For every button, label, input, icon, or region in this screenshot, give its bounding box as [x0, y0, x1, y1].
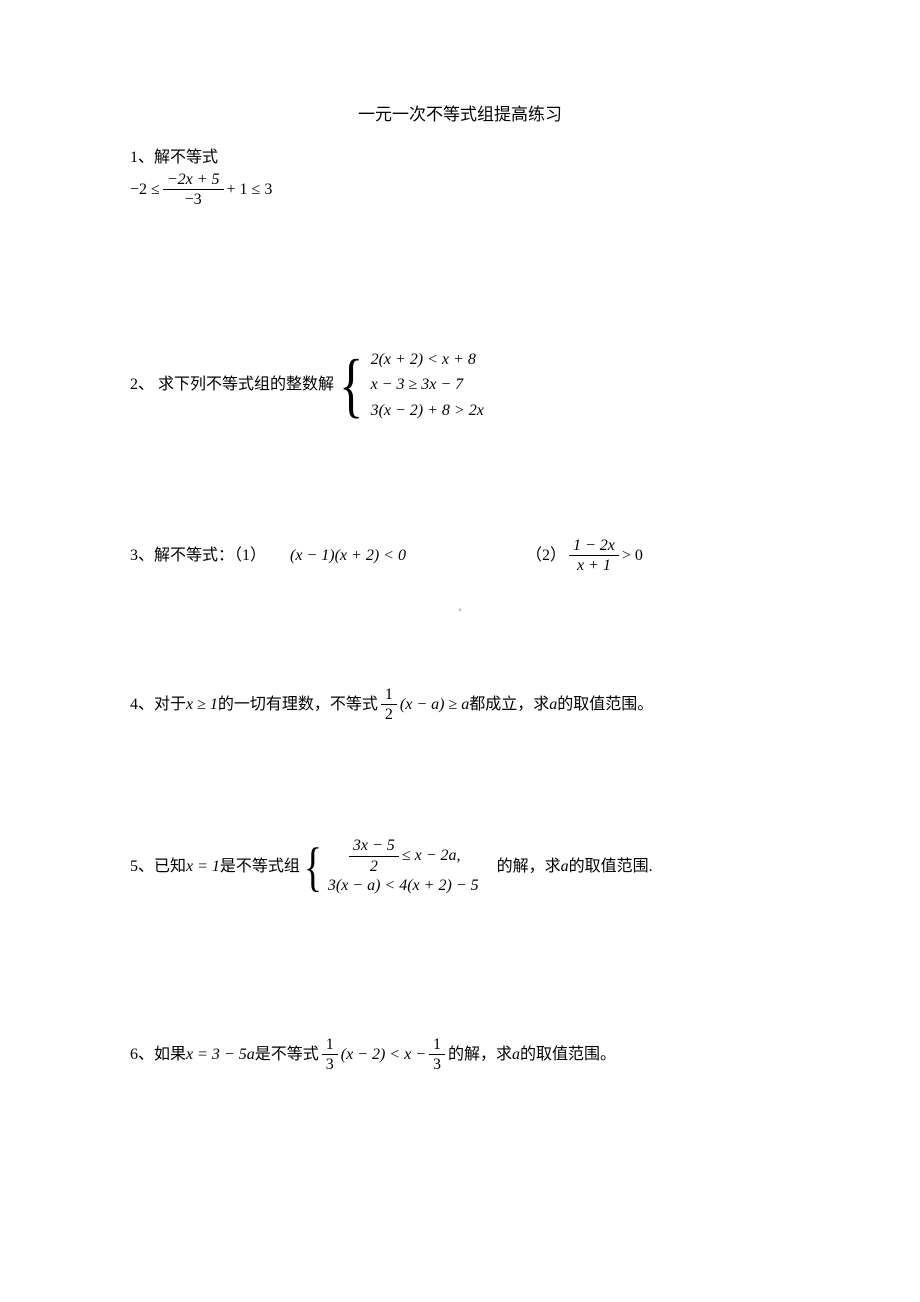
p3-fraction: 1 − 2x x + 1 — [569, 537, 619, 575]
problem-3: 3、解不等式：（1） (x − 1)(x + 2) < 0 （2） 1 − 2x… — [130, 537, 790, 575]
spacer — [130, 906, 790, 1036]
p4-avar: a — [549, 692, 557, 718]
p5-c: 的解，求 — [497, 854, 561, 880]
problem-5-lines: 3x − 5 2 ≤ x − 2a, 3(x − a) < 4(x + 2) −… — [328, 837, 479, 898]
p6-frac1: 1 3 — [322, 1036, 338, 1074]
p5-line-2: 3(x − a) < 4(x + 2) − 5 — [328, 875, 479, 897]
page-title: 一元一次不等式组提高练习 — [130, 100, 790, 125]
problem-1: 1、解不等式 −2 ≤ −2x + 5 −3 + 1 ≤ 3 — [130, 145, 790, 209]
p6-f2-den: 3 — [429, 1055, 445, 1074]
p6-x: x = 3 − 5a — [186, 1042, 255, 1068]
p6-c: 的解，求 — [448, 1042, 512, 1068]
p6-frac2: 1 3 — [429, 1036, 445, 1074]
p6-d: 的取值范围。 — [520, 1042, 616, 1068]
p5-l1-rhs: ≤ x − 2a, — [402, 845, 461, 867]
problem-3-label: 3、解不等式：（1） — [130, 547, 266, 564]
p5-l1-num: 3x − 5 — [349, 837, 399, 857]
center-mark-icon: ▪ — [130, 605, 790, 616]
p4-d: 的取值范围。 — [557, 692, 653, 718]
page: 一元一次不等式组提高练习 1、解不等式 −2 ≤ −2x + 5 −3 + 1 … — [0, 0, 920, 1302]
p6-avar: a — [512, 1042, 520, 1068]
problem-6: 6、如果 x = 3 − 5a 是不等式 1 3 (x − 2) < x − 1… — [130, 1036, 790, 1074]
p5-a: 5、已知 — [130, 854, 186, 880]
p5-l1-frac: 3x − 5 2 — [349, 837, 399, 875]
p4-half-den: 2 — [381, 705, 397, 724]
p6-f1-num: 1 — [322, 1036, 338, 1056]
p5-l1-den: 2 — [366, 857, 382, 876]
problem-1-label: 1、解不等式 — [130, 145, 790, 171]
p3-rhs: > 0 — [622, 543, 643, 569]
problem-2-lines: 2(x + 2) < x + 8 x − 3 ≥ 3x − 7 3(x − 2)… — [371, 347, 484, 424]
p5-b: 是不等式组 — [220, 854, 300, 880]
problem-5-system: { 3x − 5 2 ≤ x − 2a, 3(x − a) < 4(x + 2)… — [300, 837, 479, 898]
p1-frac-num: −2x + 5 — [163, 171, 224, 191]
left-brace-icon: { — [339, 353, 363, 418]
p5-xeq1: x = 1 — [186, 854, 220, 880]
p2-line-1: 2(x + 2) < x + 8 — [371, 347, 484, 373]
problem-2-system: { 2(x + 2) < x + 8 x − 3 ≥ 3x − 7 3(x − … — [334, 347, 484, 424]
p4-b: 的一切有理数，不等式 — [218, 692, 378, 718]
p6-f2-num: 1 — [429, 1036, 445, 1056]
p1-fraction: −2x + 5 −3 — [163, 171, 224, 209]
p1-lhs: −2 ≤ — [130, 177, 160, 203]
p5-line-1: 3x − 5 2 ≤ x − 2a, — [328, 837, 479, 875]
p2-line-3: 3(x − 2) + 8 > 2x — [371, 398, 484, 424]
spacer — [130, 646, 790, 686]
p1-rhs: + 1 ≤ 3 — [227, 177, 273, 203]
problem-2-label: 2、 求下列不等式组的整数解 — [130, 372, 334, 398]
p2-line-2: x − 3 ≥ 3x − 7 — [371, 372, 484, 398]
p6-lhs: (x − 2) < x − — [341, 1042, 426, 1068]
left-brace-icon: { — [304, 843, 322, 892]
p3-frac-num: 1 − 2x — [569, 537, 619, 557]
p4-half-num: 1 — [381, 686, 397, 706]
problem-4: 4、对于 x ≥ 1 的一切有理数，不等式 1 2 (x − a) ≥ a 都成… — [130, 686, 790, 724]
p4-expr: (x − a) ≥ a — [400, 692, 469, 718]
problem-3-part1: 3、解不等式：（1） (x − 1)(x + 2) < 0 — [130, 543, 406, 569]
problem-3-part2: （2） 1 − 2x x + 1 > 0 — [526, 537, 643, 575]
problem-3-sub2: （2） — [526, 543, 566, 569]
problem-1-expr: −2 ≤ −2x + 5 −3 + 1 ≤ 3 — [130, 171, 790, 209]
problem-5: 5、已知 x = 1 是不等式组 { 3x − 5 2 ≤ x − 2a, 3(… — [130, 837, 790, 898]
p4-c: 都成立，求 — [469, 692, 549, 718]
p6-f1-den: 3 — [322, 1055, 338, 1074]
spacer — [130, 432, 790, 537]
p3-expr-1: (x − 1)(x + 2) < 0 — [290, 547, 406, 564]
p4-half: 1 2 — [381, 686, 397, 724]
p1-frac-den: −3 — [181, 190, 206, 209]
p4-xge1: x ≥ 1 — [186, 692, 218, 718]
spacer — [130, 217, 790, 347]
p6-a: 6、如果 — [130, 1042, 186, 1068]
problem-2: 2、 求下列不等式组的整数解 { 2(x + 2) < x + 8 x − 3 … — [130, 347, 790, 424]
p5-d: 的取值范围. — [569, 854, 653, 880]
p6-b: 是不等式 — [255, 1042, 319, 1068]
spacer — [130, 732, 790, 837]
p4-a: 4、对于 — [130, 692, 186, 718]
p5-avar: a — [561, 854, 569, 880]
p3-frac-den: x + 1 — [573, 556, 615, 575]
